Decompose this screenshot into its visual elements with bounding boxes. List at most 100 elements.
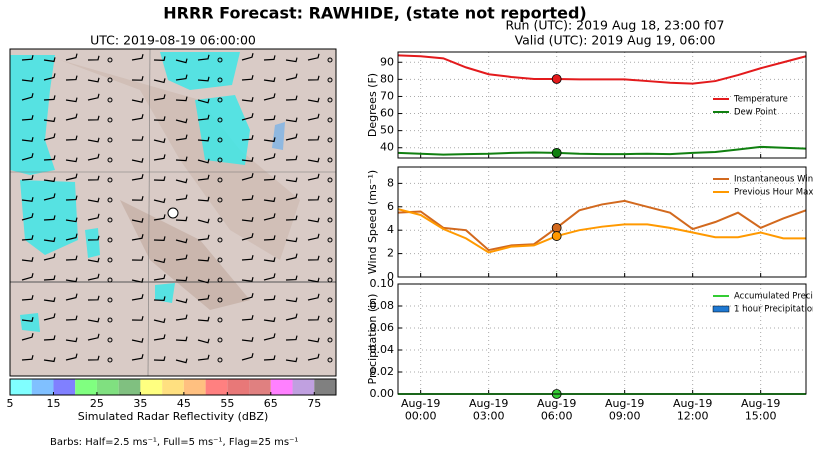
barb — [285, 95, 298, 101]
barb — [65, 217, 78, 223]
barb — [43, 297, 56, 303]
y-tick-label: 0.00 — [370, 387, 395, 400]
legend-label: 1 hour Precipitation — [734, 305, 813, 315]
barb — [153, 56, 166, 62]
barb — [241, 255, 254, 261]
barb — [285, 313, 298, 321]
calm-circle — [217, 357, 223, 363]
calm-circle — [327, 217, 333, 223]
barb — [175, 216, 188, 222]
y-tick-label: 80 — [380, 72, 394, 85]
calm-circle — [107, 197, 113, 203]
barb — [241, 277, 254, 282]
calm-circle — [217, 77, 223, 83]
calm-circle — [217, 57, 223, 63]
calm-circle — [217, 177, 223, 183]
barb — [285, 275, 298, 281]
barb — [263, 77, 276, 83]
barb — [175, 134, 188, 141]
y-axis-label: Degrees (F) — [366, 73, 379, 137]
calm-circle — [107, 157, 113, 163]
barb — [21, 273, 34, 281]
barb — [263, 295, 276, 301]
colorbar-segment — [249, 379, 271, 395]
colorbar-segment — [205, 379, 228, 395]
highlight-point — [551, 74, 562, 84]
x-tick-label: Aug-19 12:00 — [673, 397, 712, 423]
barb — [263, 273, 276, 281]
colorbar-segment — [75, 379, 97, 395]
barb — [241, 173, 254, 181]
barb — [131, 338, 144, 343]
calm-circle — [107, 117, 113, 123]
barb — [241, 337, 254, 342]
calm-circle — [217, 237, 223, 243]
barb — [197, 196, 210, 202]
barb — [175, 156, 188, 162]
barb — [43, 357, 56, 363]
barb — [131, 98, 144, 103]
barb — [307, 75, 320, 81]
barb — [87, 115, 100, 121]
colorbar-tick-label: 35 — [133, 397, 147, 410]
x-tick-label: Aug-19 15:00 — [741, 397, 780, 423]
calm-circle — [327, 177, 333, 183]
barb — [43, 57, 56, 63]
legend-label: Accumulated Precipitation — [734, 292, 813, 302]
barb — [263, 115, 276, 121]
calm-circle — [107, 337, 113, 343]
x-tick-label: Aug-19 06:00 — [537, 397, 576, 423]
highlight-point — [551, 222, 562, 233]
barb — [21, 115, 34, 121]
y-tick-label: 6 — [387, 200, 394, 213]
barb — [131, 76, 144, 81]
barb — [263, 197, 276, 203]
barb — [285, 297, 298, 303]
calm-circle — [107, 257, 113, 263]
barb — [43, 275, 56, 281]
calm-circle — [217, 97, 223, 103]
y-tick-label: 0.10 — [370, 277, 395, 290]
barb — [263, 333, 276, 341]
barb — [153, 138, 166, 144]
barb — [175, 314, 188, 321]
barb — [241, 293, 254, 301]
barb — [153, 258, 166, 264]
barb — [131, 234, 144, 241]
barb — [197, 316, 210, 322]
barb — [21, 235, 34, 241]
calm-circle — [327, 297, 333, 303]
radar-echo — [10, 55, 55, 175]
colorbar-tick-label: 65 — [264, 397, 278, 410]
x-tick-label: Aug-19 03:00 — [469, 397, 508, 423]
barb — [197, 54, 210, 61]
barb — [285, 357, 298, 363]
barb — [131, 136, 144, 141]
barb — [43, 193, 56, 201]
colorbar-segment — [96, 379, 119, 395]
highlight-point — [551, 231, 562, 241]
barb — [21, 197, 34, 202]
colorbar-tick-label: 25 — [90, 397, 104, 410]
barb — [263, 213, 276, 221]
barb — [21, 153, 34, 161]
state-border — [147, 48, 151, 377]
colorbar-frame — [9, 378, 337, 396]
barb — [241, 113, 254, 121]
barb — [87, 77, 100, 83]
barb — [87, 235, 100, 241]
colorbar-segment — [140, 379, 163, 395]
y-tick-label: 90 — [380, 55, 394, 68]
barb — [307, 217, 320, 223]
barb — [87, 137, 100, 143]
series-line — [397, 145, 807, 156]
barb — [307, 337, 320, 343]
barb — [153, 176, 166, 182]
calm-circle — [217, 197, 223, 203]
barb — [175, 96, 188, 102]
x-tick-label: Aug-19 09:00 — [605, 397, 644, 423]
colorbar-segment — [270, 379, 293, 395]
barb — [65, 173, 78, 181]
calm-circle — [327, 337, 333, 343]
map-frame — [9, 48, 337, 377]
